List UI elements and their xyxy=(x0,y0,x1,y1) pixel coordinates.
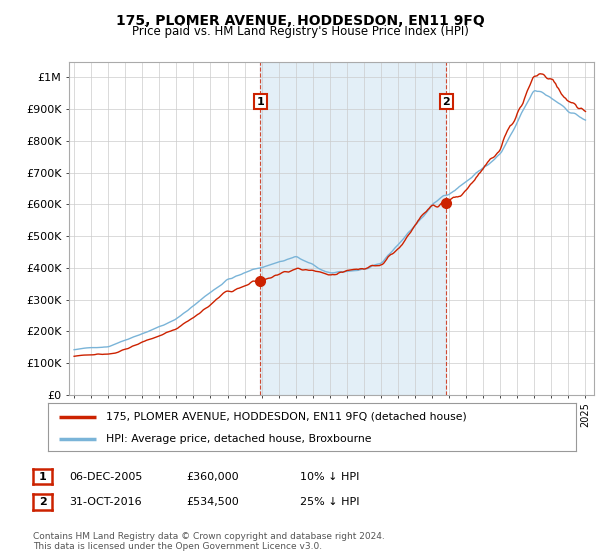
Text: 25% ↓ HPI: 25% ↓ HPI xyxy=(300,497,359,507)
Text: HPI: Average price, detached house, Broxbourne: HPI: Average price, detached house, Brox… xyxy=(106,434,371,444)
Text: 2: 2 xyxy=(39,497,46,507)
Text: Price paid vs. HM Land Registry's House Price Index (HPI): Price paid vs. HM Land Registry's House … xyxy=(131,25,469,38)
Text: £360,000: £360,000 xyxy=(186,472,239,482)
Text: 2: 2 xyxy=(442,96,450,106)
Text: 31-OCT-2016: 31-OCT-2016 xyxy=(69,497,142,507)
Text: 175, PLOMER AVENUE, HODDESDON, EN11 9FQ: 175, PLOMER AVENUE, HODDESDON, EN11 9FQ xyxy=(116,14,484,28)
Text: Contains HM Land Registry data © Crown copyright and database right 2024.
This d: Contains HM Land Registry data © Crown c… xyxy=(33,532,385,552)
Bar xyxy=(260,62,446,395)
Text: 1: 1 xyxy=(39,472,46,482)
Text: £534,500: £534,500 xyxy=(186,497,239,507)
Text: 10% ↓ HPI: 10% ↓ HPI xyxy=(300,472,359,482)
Text: 175, PLOMER AVENUE, HODDESDON, EN11 9FQ (detached house): 175, PLOMER AVENUE, HODDESDON, EN11 9FQ … xyxy=(106,412,467,422)
Text: 06-DEC-2005: 06-DEC-2005 xyxy=(69,472,142,482)
Text: 1: 1 xyxy=(256,96,264,106)
